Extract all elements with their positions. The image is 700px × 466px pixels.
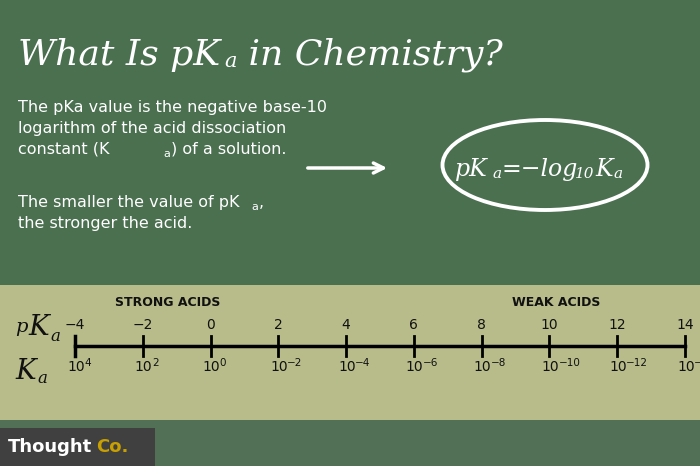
Text: a: a [492,167,501,181]
Text: logarithm of the acid dissociation: logarithm of the acid dissociation [18,121,286,136]
Text: a: a [251,202,258,212]
Text: −6: −6 [423,358,438,368]
Text: −2: −2 [132,318,153,332]
Text: 4: 4 [84,358,90,368]
Bar [0,420,700,466]
Text: 10: 10 [474,360,491,374]
Bar [0,428,155,466]
Text: a: a [163,149,170,159]
Text: 0: 0 [220,358,226,368]
Text: The smaller the value of pK: The smaller the value of pK [18,195,239,210]
Text: K: K [15,358,36,385]
Text: 4: 4 [342,318,351,332]
Text: 10: 10 [609,360,626,374]
Text: in Chemistry?: in Chemistry? [237,38,503,73]
Text: 10: 10 [677,360,694,374]
Text: 12: 12 [608,318,626,332]
Text: pK: pK [455,158,488,181]
Text: 10: 10 [338,360,356,374]
Text: −12: −12 [626,358,648,368]
Text: −8: −8 [491,358,506,368]
Text: −2: −2 [287,358,302,368]
Text: Co.: Co. [96,438,128,456]
Text: a: a [224,52,237,71]
Text: WEAK ACIDS: WEAK ACIDS [512,296,600,309]
Text: ) of a solution.: ) of a solution. [171,142,286,157]
Text: p: p [15,318,27,336]
Text: a: a [613,167,622,181]
Text: −14: −14 [694,358,700,368]
Text: a: a [37,370,47,387]
Text: 14: 14 [676,318,694,332]
Text: The pKa value is the negative base-10: The pKa value is the negative base-10 [18,100,327,115]
Text: 10: 10 [406,360,424,374]
Text: the stronger the acid.: the stronger the acid. [18,216,192,231]
Text: −4: −4 [65,318,85,332]
Text: 8: 8 [477,318,486,332]
Text: What Is pK: What Is pK [18,38,220,72]
Text: 2: 2 [274,318,283,332]
Text: 6: 6 [410,318,419,332]
Text: ,: , [259,195,264,210]
Text: 10: 10 [575,167,594,181]
Text: 10: 10 [541,360,559,374]
Text: −4: −4 [355,358,370,368]
Text: K: K [595,158,612,181]
Text: 10: 10 [540,318,559,332]
Text: =−log: =−log [502,158,578,181]
Text: constant (K: constant (K [18,142,109,157]
Text: K: K [28,314,49,341]
Text: 2: 2 [152,358,158,368]
Text: 10: 10 [135,360,153,374]
Text: Thought: Thought [8,438,92,456]
Text: 10: 10 [67,360,85,374]
Text: 0: 0 [206,318,215,332]
Text: 10: 10 [202,360,220,374]
Bar [0,285,700,466]
Text: −10: −10 [559,358,580,368]
Text: a: a [50,328,60,345]
Text: 10: 10 [270,360,288,374]
Text: STRONG ACIDS: STRONG ACIDS [115,296,220,309]
